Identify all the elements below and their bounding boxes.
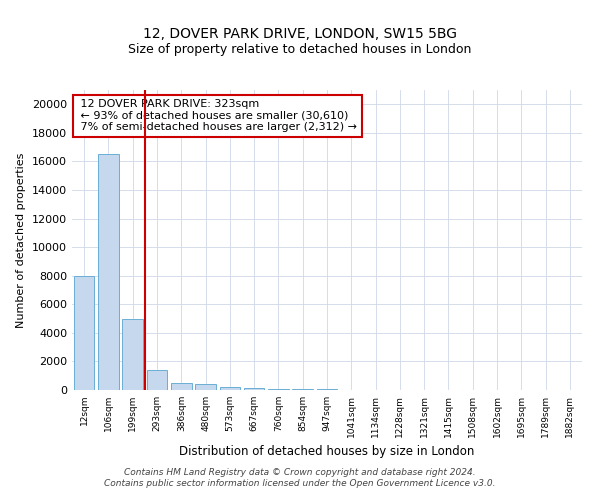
Bar [98,154,119,390]
Bar [146,370,167,390]
Bar [122,318,143,390]
Text: 12 DOVER PARK DRIVE: 323sqm
 ← 93% of detached houses are smaller (30,610)
 7% o: 12 DOVER PARK DRIVE: 323sqm ← 93% of det… [77,99,357,132]
Bar [220,387,240,390]
X-axis label: Distribution of detached houses by size in London: Distribution of detached houses by size … [179,446,475,458]
Bar [74,276,94,390]
Text: Contains HM Land Registry data © Crown copyright and database right 2024.
Contai: Contains HM Land Registry data © Crown c… [104,468,496,487]
Text: Size of property relative to detached houses in London: Size of property relative to detached ho… [128,42,472,56]
Bar [292,389,313,390]
Text: 12, DOVER PARK DRIVE, LONDON, SW15 5BG: 12, DOVER PARK DRIVE, LONDON, SW15 5BG [143,28,457,42]
Y-axis label: Number of detached properties: Number of detached properties [16,152,26,328]
Bar [244,388,265,390]
Bar [268,388,289,390]
Bar [195,384,216,390]
Bar [171,383,191,390]
